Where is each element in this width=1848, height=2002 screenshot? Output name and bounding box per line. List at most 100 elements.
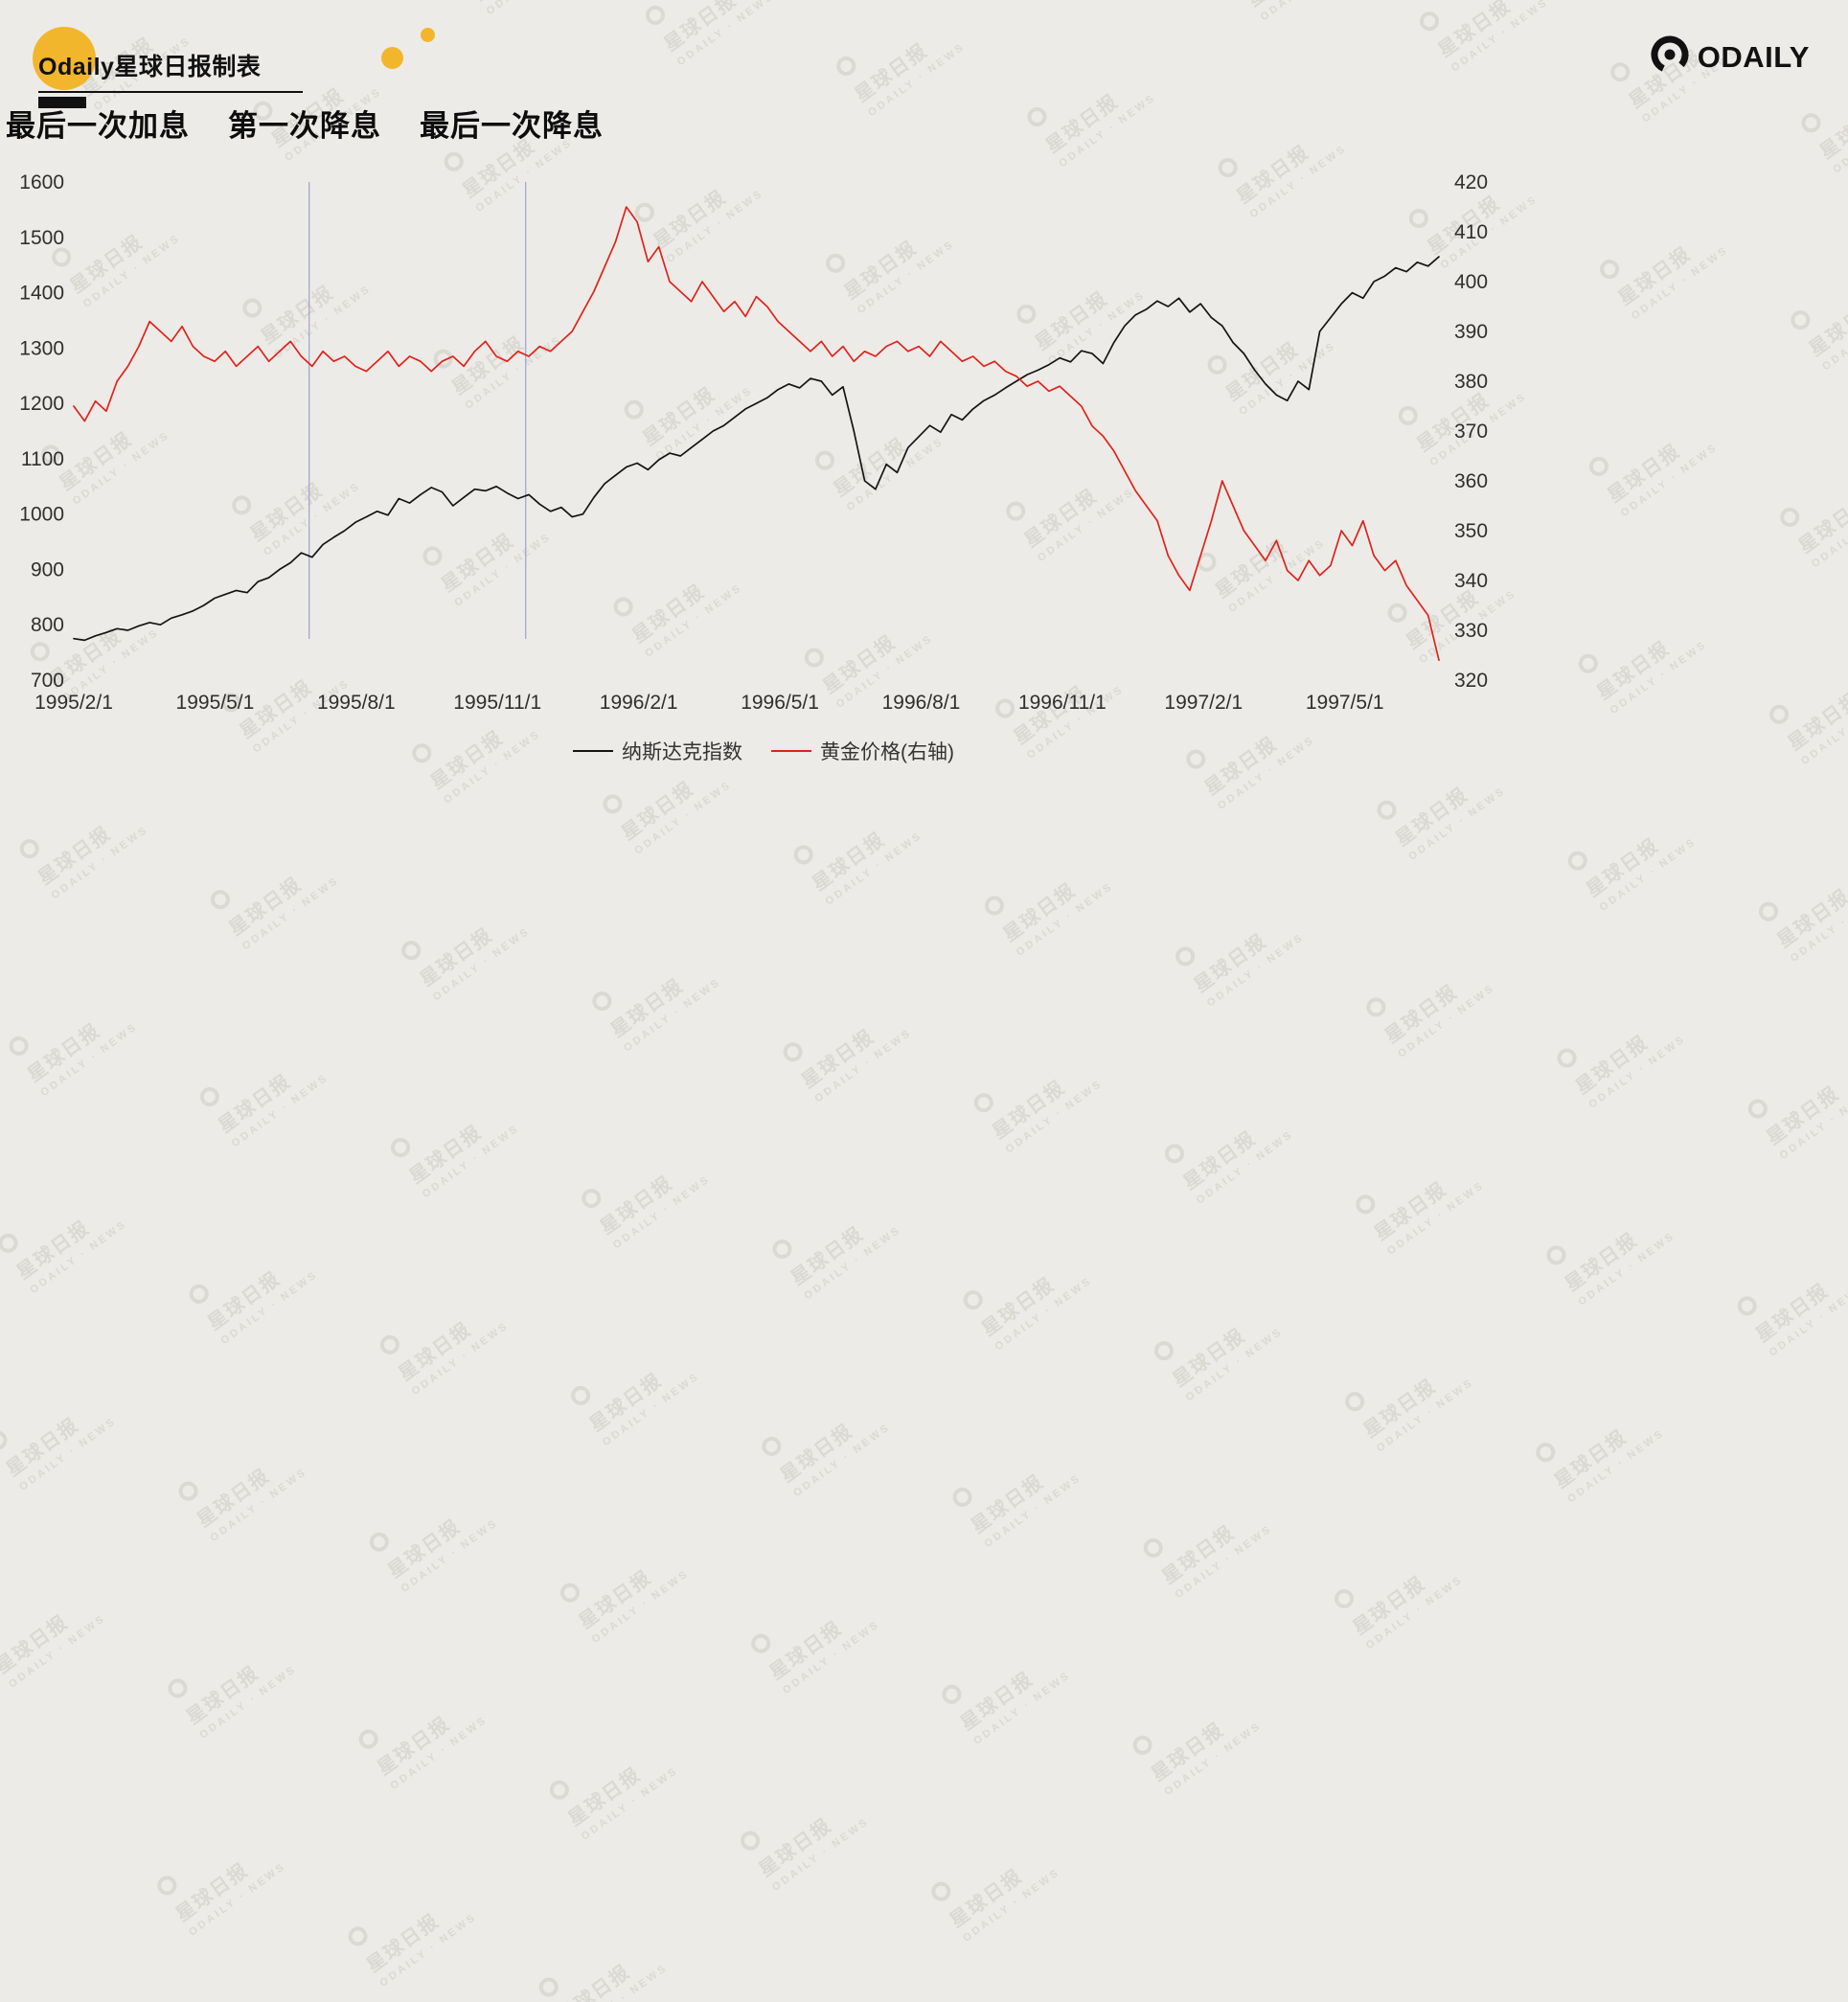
y-left-tick-label: 1600 xyxy=(19,171,64,193)
y-left-tick-label: 1300 xyxy=(19,337,64,359)
series-nasdaq-line xyxy=(73,256,1440,642)
y-left-tick-label: 1500 xyxy=(19,227,64,249)
y-right-tick-label: 400 xyxy=(1454,271,1488,293)
brand-block: Odaily星球日报制表 xyxy=(33,25,303,108)
odaily-logo-text: ODAILY xyxy=(1697,39,1810,74)
legend-item-nasdaq: 纳斯达克指数 xyxy=(573,737,742,765)
x-tick-label: 1997/5/1 xyxy=(1306,692,1384,714)
dual-axis-line-chart: 700 800 900 1000 1100 1200 1300 1400 1500 1600 320… xyxy=(19,171,1488,714)
decor-dot-small xyxy=(421,28,435,42)
event-annotations: 最后一次加息 第一次降息 最后一次降息 xyxy=(6,102,604,145)
x-tick-label: 1995/5/1 xyxy=(176,692,255,714)
y-left-tick-label: 900 xyxy=(31,558,64,580)
x-tick-label: 1996/5/1 xyxy=(741,692,819,714)
chart-area: 700 800 900 1000 1100 1200 1300 1400 1500 1600 320… xyxy=(11,165,1516,765)
x-tick-label: 1997/2/1 xyxy=(1164,692,1243,714)
chart-legend: 纳斯达克指数 黄金价格(右轴) xyxy=(11,737,1516,765)
y-left-tick-label: 1000 xyxy=(19,504,64,526)
y-right-tick-label: 320 xyxy=(1454,670,1488,692)
x-tick-label: 1996/11/1 xyxy=(1018,692,1107,714)
y-left-tick-label: 1200 xyxy=(19,393,64,415)
x-tick-label: 1995/8/1 xyxy=(317,692,396,714)
brand-bar xyxy=(38,97,86,108)
y-right-tick-label: 360 xyxy=(1454,470,1488,492)
annotation-last-hike: 最后一次加息 xyxy=(6,109,190,143)
x-tick-label: 1996/2/1 xyxy=(600,692,678,714)
y-right-tick-label: 370 xyxy=(1454,421,1488,443)
odaily-logo-icon xyxy=(1650,34,1690,80)
legend-label-nasdaq: 纳斯达克指数 xyxy=(622,741,742,763)
y-left-tick-label: 800 xyxy=(31,614,64,636)
y-right-tick-label: 420 xyxy=(1454,171,1488,193)
series-gold-line xyxy=(73,206,1440,662)
y-right-tick-label: 380 xyxy=(1454,371,1488,393)
brand-underline xyxy=(38,91,303,93)
legend-line-gold xyxy=(771,750,811,752)
x-tick-label: 1996/8/1 xyxy=(882,692,961,714)
y-right-tick-label: 340 xyxy=(1454,570,1488,592)
y-left-tick-label: 700 xyxy=(31,670,64,692)
legend-item-gold: 黄金价格(右轴) xyxy=(771,737,954,765)
header: Odaily星球日报制表 ODAILY xyxy=(0,0,1848,110)
x-tick-label: 1995/11/1 xyxy=(453,692,541,714)
y-right-tick-label: 410 xyxy=(1454,221,1488,243)
y-left-tick-label: 1400 xyxy=(19,283,64,305)
y-left-tick-label: 1100 xyxy=(21,448,64,470)
brand-label: Odaily星球日报制表 xyxy=(38,54,262,80)
x-tick-label: 1995/2/1 xyxy=(34,692,113,714)
